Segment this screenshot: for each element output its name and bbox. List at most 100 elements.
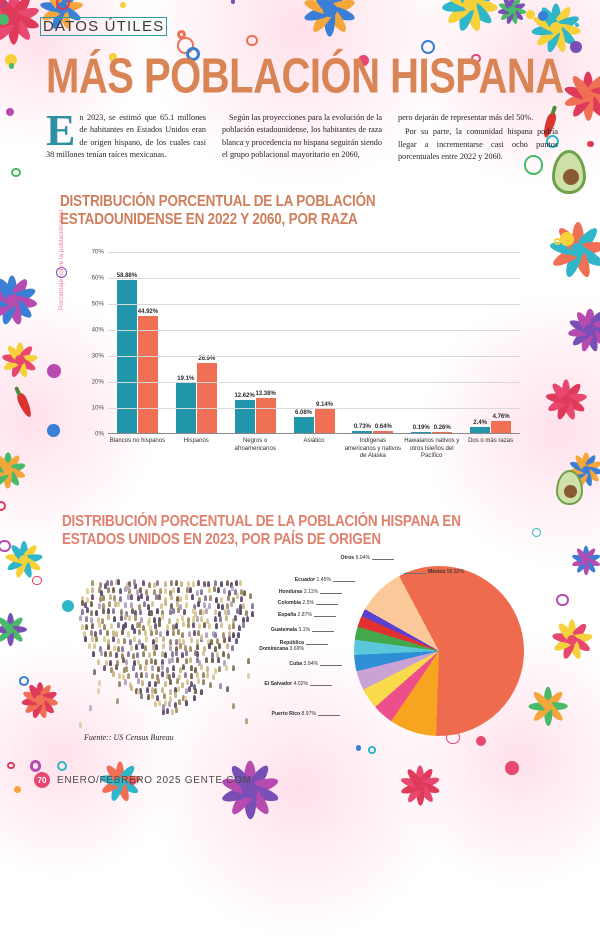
crowd-person: [226, 595, 230, 602]
crowd-person: [226, 652, 230, 659]
pie-slice-label: Colombia 2.5%: [258, 600, 314, 606]
flower-petal: [569, 89, 595, 119]
crowd-person: [234, 615, 238, 622]
crowd-person: [128, 588, 132, 595]
grid-line: [108, 382, 520, 383]
ring-ornament: [177, 29, 187, 39]
flower-petal: [582, 83, 600, 103]
crowd-person: [231, 584, 234, 591]
crowd-person: [199, 688, 203, 695]
crowd-person: [180, 631, 184, 638]
crowd-person: [202, 650, 206, 657]
flower-petal: [584, 325, 600, 353]
crowd-person: [186, 679, 190, 686]
crowd-person: [229, 581, 233, 588]
flower-petal: [0, 276, 19, 307]
bar[interactable]: 0.73%: [352, 424, 373, 433]
crowd-person: [103, 624, 107, 631]
dot-ornament: [538, 11, 548, 21]
crowd-person: [131, 665, 135, 672]
bar[interactable]: 13.38%: [255, 391, 276, 433]
crowd-person: [242, 616, 246, 623]
crowd-person: [150, 692, 154, 699]
flower-petal: [569, 73, 595, 103]
pie-slice-value: 2.87%: [296, 612, 312, 618]
flower-petal: [549, 381, 572, 406]
y-tick-label: 40%: [91, 326, 104, 334]
bar-value-label: 0.19%: [412, 424, 430, 431]
flower-petal: [23, 695, 45, 715]
bar[interactable]: 4.76%: [491, 414, 512, 433]
crowd-person: [144, 671, 148, 678]
crowd-person: [168, 609, 172, 616]
pie-slice-name: España: [278, 612, 297, 618]
crowd-person: [144, 665, 148, 672]
bar[interactable]: 12.62%: [234, 393, 255, 433]
crowd-person: [106, 630, 110, 637]
crowd-person: [138, 629, 142, 636]
crowd-person: [159, 630, 163, 637]
flower-petal: [19, 543, 40, 565]
flower-petal: [462, 0, 495, 27]
flower-center: [549, 21, 563, 35]
crowd-person: [158, 617, 162, 624]
crowd-person: [197, 579, 201, 586]
flower-petal: [303, 3, 336, 24]
crowd-person: [125, 610, 129, 617]
ring-ornament: [29, 760, 42, 772]
flower-petal: [0, 615, 15, 635]
crowd-person: [168, 701, 171, 708]
crowd-person: [208, 643, 212, 650]
bar[interactable]: 44.92%: [138, 309, 158, 433]
crowd-person: [120, 615, 124, 622]
bar-group: 0.73% 0.64%: [343, 252, 402, 433]
crowd-person: [181, 651, 185, 658]
grid-line: [108, 252, 520, 253]
crowd-person: [138, 687, 142, 694]
crowd-person: [123, 614, 127, 621]
crowd-person: [202, 581, 206, 588]
flower-petal: [581, 466, 595, 488]
bar[interactable]: 0.26%: [432, 425, 453, 433]
crowd-person: [208, 622, 212, 629]
crowd-person: [239, 580, 243, 587]
pie-slice-name: Guatemala: [270, 627, 297, 633]
chili-pepper-icon: [14, 386, 34, 419]
flower-petal: [39, 0, 67, 14]
crowd-person: [207, 580, 211, 587]
bar[interactable]: 0.19%: [411, 425, 432, 433]
crowd-person: [139, 663, 143, 670]
bar[interactable]: 0.64%: [373, 424, 394, 433]
crowd-person: [205, 608, 209, 614]
crowd-person: [160, 609, 164, 616]
crowd-person: [234, 638, 238, 645]
flower-petal: [324, 3, 357, 24]
crowd-person: [174, 639, 178, 646]
crowd-person: [120, 652, 124, 659]
crowd-person: [123, 667, 127, 674]
flower-petal: [0, 0, 21, 25]
crowd-person: [191, 607, 195, 614]
pie-leader-line: [310, 685, 332, 686]
crowd-person: [95, 635, 99, 642]
crowd-person: [119, 595, 123, 602]
flower-petal: [324, 0, 357, 17]
crowd-person: [131, 652, 135, 659]
pie-leader-line: [316, 604, 338, 605]
bar-value-label: 0.64%: [374, 424, 392, 431]
crowd-person: [172, 624, 176, 631]
flower-petal: [505, 7, 516, 25]
pie-slice-name: Otros: [340, 555, 355, 561]
bar[interactable]: 9.14%: [314, 402, 335, 433]
bar[interactable]: 2.4%: [470, 420, 491, 433]
drop-cap: E: [46, 106, 76, 155]
crowd-person: [237, 632, 241, 639]
crowd-person: [135, 644, 139, 651]
flower-petal: [530, 22, 561, 37]
crowd-person: [90, 593, 94, 600]
bar-chart-plot-area: 58.88% 44.92% 19.1% 26.9% 12.62% 13.38% 6.08% 9…: [108, 252, 520, 434]
crowd-person: [220, 622, 224, 629]
bar[interactable]: 26.9%: [196, 356, 217, 433]
bar[interactable]: 6.08%: [293, 410, 314, 433]
flower-petal: [6, 284, 37, 307]
